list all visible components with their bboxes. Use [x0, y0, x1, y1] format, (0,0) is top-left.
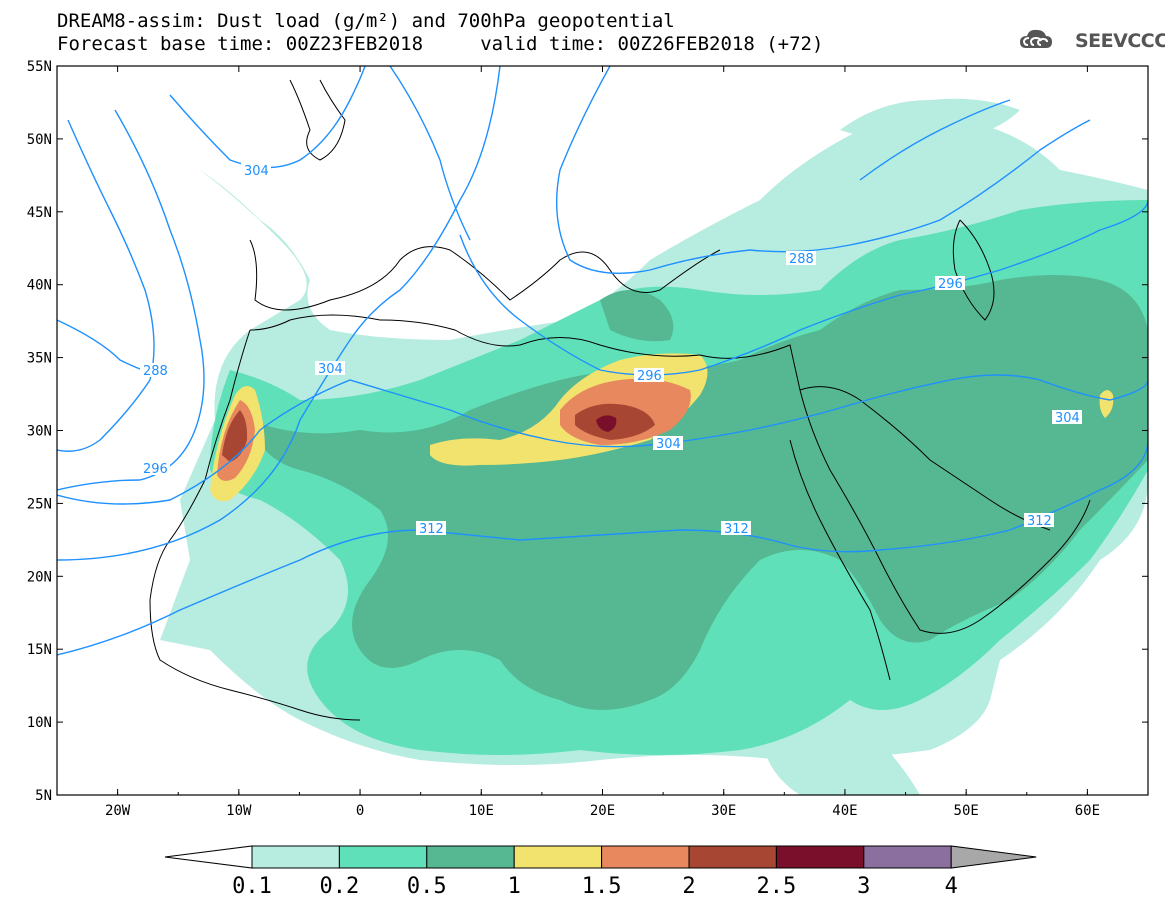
contour-label: 312: [1027, 514, 1052, 529]
lat-label: 55N: [27, 59, 52, 75]
contour-label: 304: [1055, 411, 1080, 426]
logo-text: SEEVCCC: [1075, 30, 1165, 52]
lat-label: 40N: [27, 278, 52, 294]
colorbar-label: 3: [857, 874, 870, 899]
contour-line: [169, 66, 366, 169]
lon-label: 30E: [711, 803, 736, 819]
contour-label: 312: [724, 522, 749, 537]
dust-region-light: [840, 98, 1020, 144]
lat-label: 5N: [35, 788, 52, 804]
dust-region-brown: [222, 410, 248, 462]
contour-label: 312: [419, 522, 444, 537]
contour-line: [57, 66, 501, 561]
colorbar-label: 0.5: [407, 874, 447, 899]
lat-label: 25N: [27, 496, 52, 512]
lat-label: 50N: [27, 132, 52, 148]
colorbar-segment: [426, 845, 515, 869]
lat-label: 30N: [27, 424, 52, 440]
colorbar: 0.1 0.2 0.5 1 1.5 2 2.5 3 4: [164, 845, 1037, 899]
geopotential-contours: [57, 66, 1148, 656]
contour-label: 288: [789, 252, 814, 267]
forecast-time-line: Forecast base time: 00Z23FEB2018 valid t…: [57, 33, 824, 55]
colorbar-segment: [688, 845, 777, 869]
contour-line: [459, 199, 1148, 376]
colorbar-segment: [601, 845, 690, 869]
lat-label: 10N: [27, 715, 52, 731]
coastlines: [149, 79, 1091, 721]
contour-label: 296: [143, 462, 168, 477]
longitude-axis: 20W 10W 0 10E 20E 30E 40E 50E 60E: [56, 66, 1149, 819]
latitude-axis: 55N 50N 45N 40N 35N 30N 25N 20N 15N 10N 5N: [27, 59, 1148, 804]
coastline-caspian: [952, 219, 995, 321]
contour-label: 288: [143, 364, 168, 379]
coastline-uk: [289, 79, 346, 161]
dust-region-max: [596, 415, 617, 432]
colorbar-segment: [775, 845, 865, 869]
colorbar-segment: [513, 845, 603, 869]
cloud-logo-icon: [1020, 29, 1052, 48]
colorbar-label: 4: [945, 874, 958, 899]
chart-title: DREAM8-assim: Dust load (g/m²) and 700hP…: [57, 10, 675, 32]
contour-line: [859, 99, 1011, 181]
lon-label: 20E: [590, 803, 615, 819]
dust-region-dense: [250, 275, 1148, 710]
lon-label: 50E: [954, 803, 979, 819]
dust-layer: [160, 98, 1148, 795]
dust-region-yellow: [1099, 390, 1114, 418]
colorbar-label: 1.5: [582, 874, 622, 899]
lon-label: 10E: [469, 803, 494, 819]
dust-region-dense: [600, 290, 674, 342]
lon-label: 60E: [1075, 803, 1100, 819]
colorbar-label: 0.2: [320, 874, 360, 899]
colorbar-label: 2.5: [757, 874, 797, 899]
colorbar-segment: [251, 845, 340, 869]
colorbar-label: 2: [682, 874, 695, 899]
colorbar-segment: [338, 845, 428, 869]
contour-line: [57, 439, 1148, 656]
coastline-africa-west: [249, 314, 1091, 634]
colorbar-over-arrow: [950, 845, 1037, 869]
lon-label: 20W: [105, 803, 131, 819]
lon-label: 0: [356, 803, 364, 819]
colorbar-segment: [863, 845, 952, 869]
contour-label: 304: [656, 437, 681, 452]
contour-label: 304: [244, 164, 269, 179]
contour-line: [556, 66, 1091, 274]
lat-label: 20N: [27, 569, 52, 585]
coastline-arabia: [799, 386, 1051, 531]
coastline-west-africa: [149, 329, 361, 721]
contour-line: [57, 374, 1148, 505]
contour-label: 296: [637, 369, 662, 384]
lat-label: 15N: [27, 642, 52, 658]
contour-line: [57, 119, 155, 452]
contour-line: [389, 66, 471, 241]
lon-label: 10W: [226, 803, 252, 819]
lat-label: 35N: [27, 351, 52, 367]
colorbar-label: 0.1: [232, 874, 272, 899]
lat-label: 45N: [27, 205, 52, 221]
colorbar-under-arrow: [164, 845, 253, 869]
contour-line: [57, 109, 205, 491]
contour-label: 296: [938, 277, 963, 292]
lon-label: 40E: [832, 803, 857, 819]
contour-label-group: 304 304 288 296 304 288 296 304 312 312 …: [140, 163, 1082, 537]
colorbar-label: 1: [508, 874, 521, 899]
coastline-red-sea: [789, 439, 891, 681]
contour-label: 304: [318, 362, 343, 377]
